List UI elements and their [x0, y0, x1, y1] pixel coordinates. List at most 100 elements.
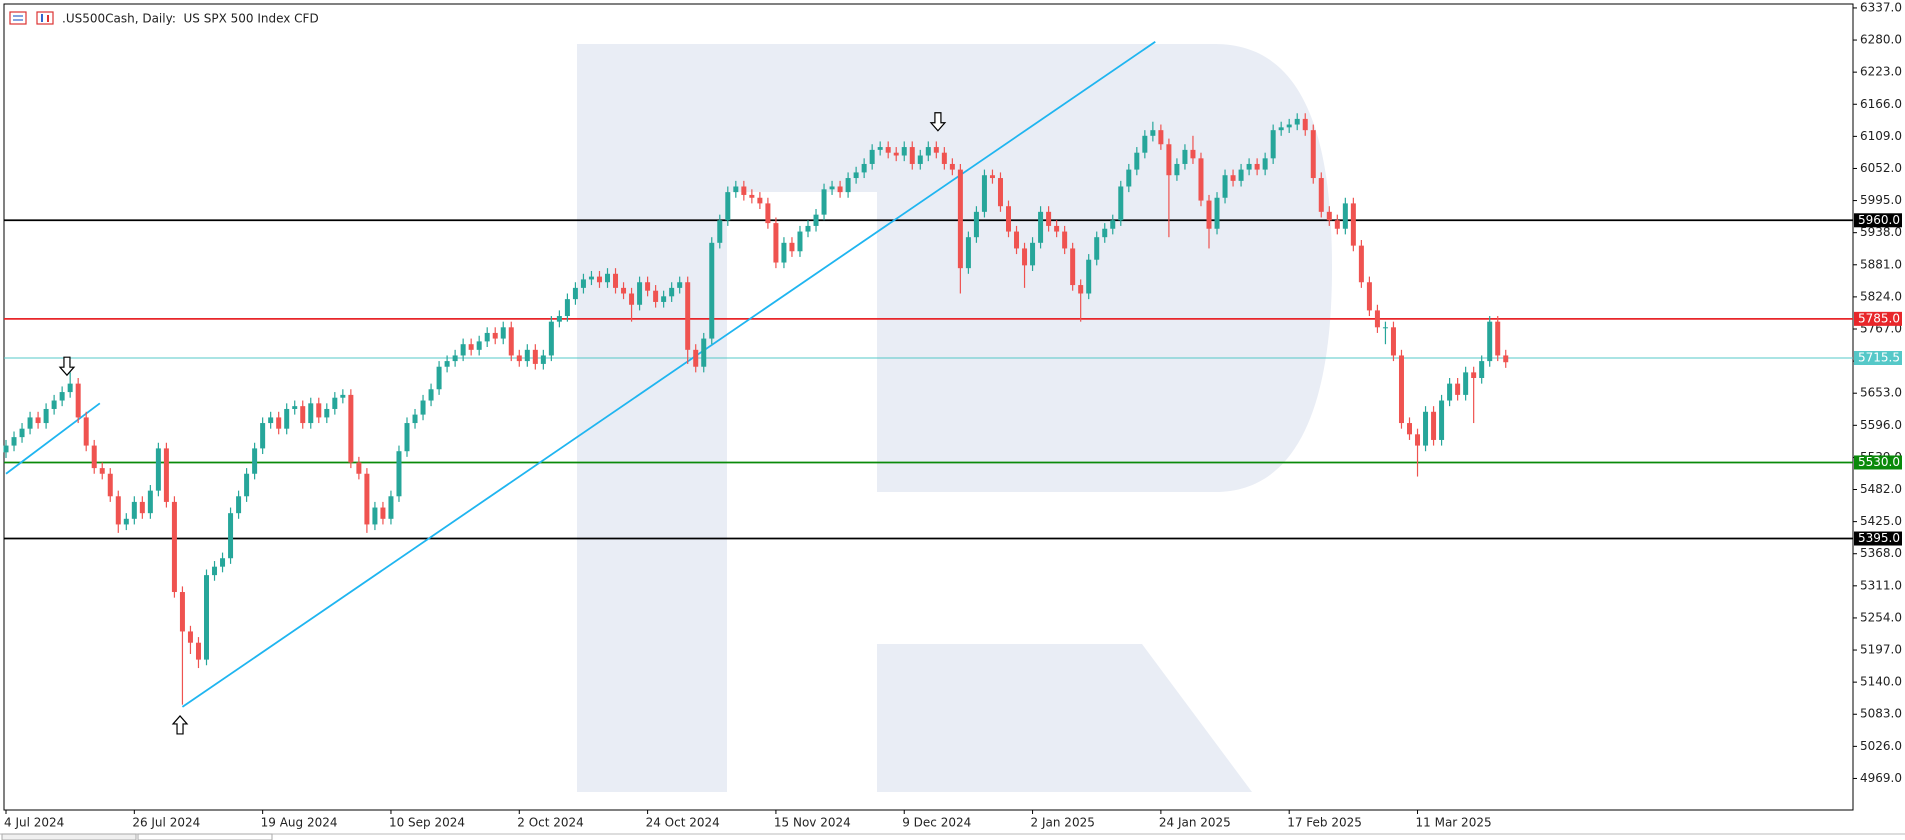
- candle-body: [773, 223, 779, 263]
- candle-body: [605, 273, 610, 283]
- candle-body: [195, 642, 201, 660]
- candle-body: [107, 473, 113, 497]
- candle-body: [115, 496, 121, 525]
- y-tick-label: 5368.0: [1860, 546, 1902, 560]
- trendline: [5, 402, 101, 475]
- y-tick-label: 5140.0: [1860, 675, 1902, 689]
- candle-body: [1423, 411, 1429, 446]
- y-tick-label: 5482.0: [1860, 482, 1902, 496]
- candle-body: [27, 417, 33, 429]
- candle-body: [829, 186, 835, 190]
- level-label-box: [1854, 531, 1902, 546]
- candle-body: [268, 417, 274, 424]
- candle-body: [236, 496, 242, 514]
- candle-body: [1174, 163, 1180, 176]
- candle-body: [1471, 372, 1477, 378]
- candle-body: [973, 211, 979, 238]
- signal-arrow: [171, 715, 189, 735]
- candle-body: [1286, 124, 1292, 128]
- watermark: [577, 44, 1332, 792]
- candle-body: [837, 186, 843, 193]
- candle-body: [179, 592, 185, 632]
- candle-body: [67, 383, 73, 393]
- candle-body: [396, 451, 402, 497]
- candle-body: [629, 293, 635, 305]
- candle-body: [645, 282, 651, 291]
- candle-body: [348, 394, 354, 463]
- y-tick-label: 5197.0: [1860, 643, 1902, 657]
- candle-body: [1230, 175, 1236, 181]
- candle-body: [500, 327, 506, 339]
- candle-body: [1278, 127, 1284, 131]
- x-tick-label: 24 Oct 2024: [646, 816, 720, 830]
- candle-body: [693, 349, 699, 367]
- tab-strip: [0, 833, 1905, 840]
- level-label-box: [1854, 455, 1902, 470]
- candle-body: [1198, 158, 1204, 201]
- candle-body: [75, 383, 81, 418]
- level-label: 5785.0: [1858, 311, 1900, 325]
- level-label-box: [1854, 350, 1902, 365]
- candle-body: [460, 344, 466, 356]
- candle-body: [749, 194, 755, 198]
- candle-body: [91, 445, 97, 469]
- candle-body: [1182, 149, 1188, 164]
- candle-body: [1006, 206, 1011, 232]
- candle-body: [1318, 178, 1324, 212]
- y-tick-label: 5083.0: [1860, 707, 1902, 721]
- candle-body: [276, 417, 282, 429]
- signal-arrow: [58, 356, 76, 377]
- candle-body: [757, 197, 763, 204]
- y-tick-label: 5425.0: [1860, 514, 1902, 528]
- candle-body: [653, 290, 659, 302]
- candle-body: [476, 341, 482, 350]
- candle-body: [1246, 163, 1252, 170]
- candle-body: [572, 287, 578, 300]
- candle-body: [765, 203, 771, 224]
- candle-body: [316, 403, 322, 418]
- candle-body: [1110, 220, 1116, 229]
- candle-body: [1046, 211, 1052, 226]
- candle-body: [428, 389, 434, 401]
- candle-body: [1214, 197, 1220, 229]
- candle-body: [1030, 242, 1036, 266]
- candle-body: [981, 175, 987, 212]
- candle-body: [204, 575, 209, 660]
- y-tick-label: 5938.0: [1860, 225, 1902, 239]
- candle-body: [813, 214, 819, 226]
- level-label: 5395.0: [1858, 531, 1900, 545]
- candle-body: [1190, 149, 1196, 159]
- candle-body: [1102, 228, 1108, 238]
- candle-body: [187, 631, 193, 643]
- candle-body: [1118, 186, 1124, 221]
- y-tick-label: 5824.0: [1860, 289, 1902, 303]
- candle-body: [564, 299, 570, 317]
- candle-body: [741, 186, 747, 195]
- candle-body: [1222, 175, 1228, 198]
- candle-body: [99, 468, 105, 474]
- candle-body: [492, 332, 498, 339]
- candle-body: [909, 147, 915, 164]
- candle-body: [308, 403, 314, 424]
- candle-body: [789, 242, 795, 252]
- y-tick-label: 5653.0: [1860, 386, 1902, 400]
- level-label: 5530.0: [1858, 455, 1900, 469]
- candle-body: [284, 408, 290, 429]
- candle-body: [925, 147, 931, 156]
- candle-body: [821, 189, 827, 215]
- candle-body: [420, 400, 426, 415]
- candle-body: [1479, 361, 1485, 378]
- candle-body: [380, 507, 386, 519]
- candle-body: [372, 507, 378, 525]
- candle-body: [677, 282, 683, 288]
- candle-body: [1398, 355, 1404, 424]
- candle-body: [1390, 327, 1396, 356]
- candle-body: [388, 496, 394, 519]
- x-tick-label: 2 Jan 2025: [1031, 816, 1095, 830]
- x-tick-label: 17 Feb 2025: [1287, 816, 1362, 830]
- candle-body: [83, 417, 89, 446]
- candle-body: [1350, 203, 1356, 246]
- candle-body: [444, 361, 450, 367]
